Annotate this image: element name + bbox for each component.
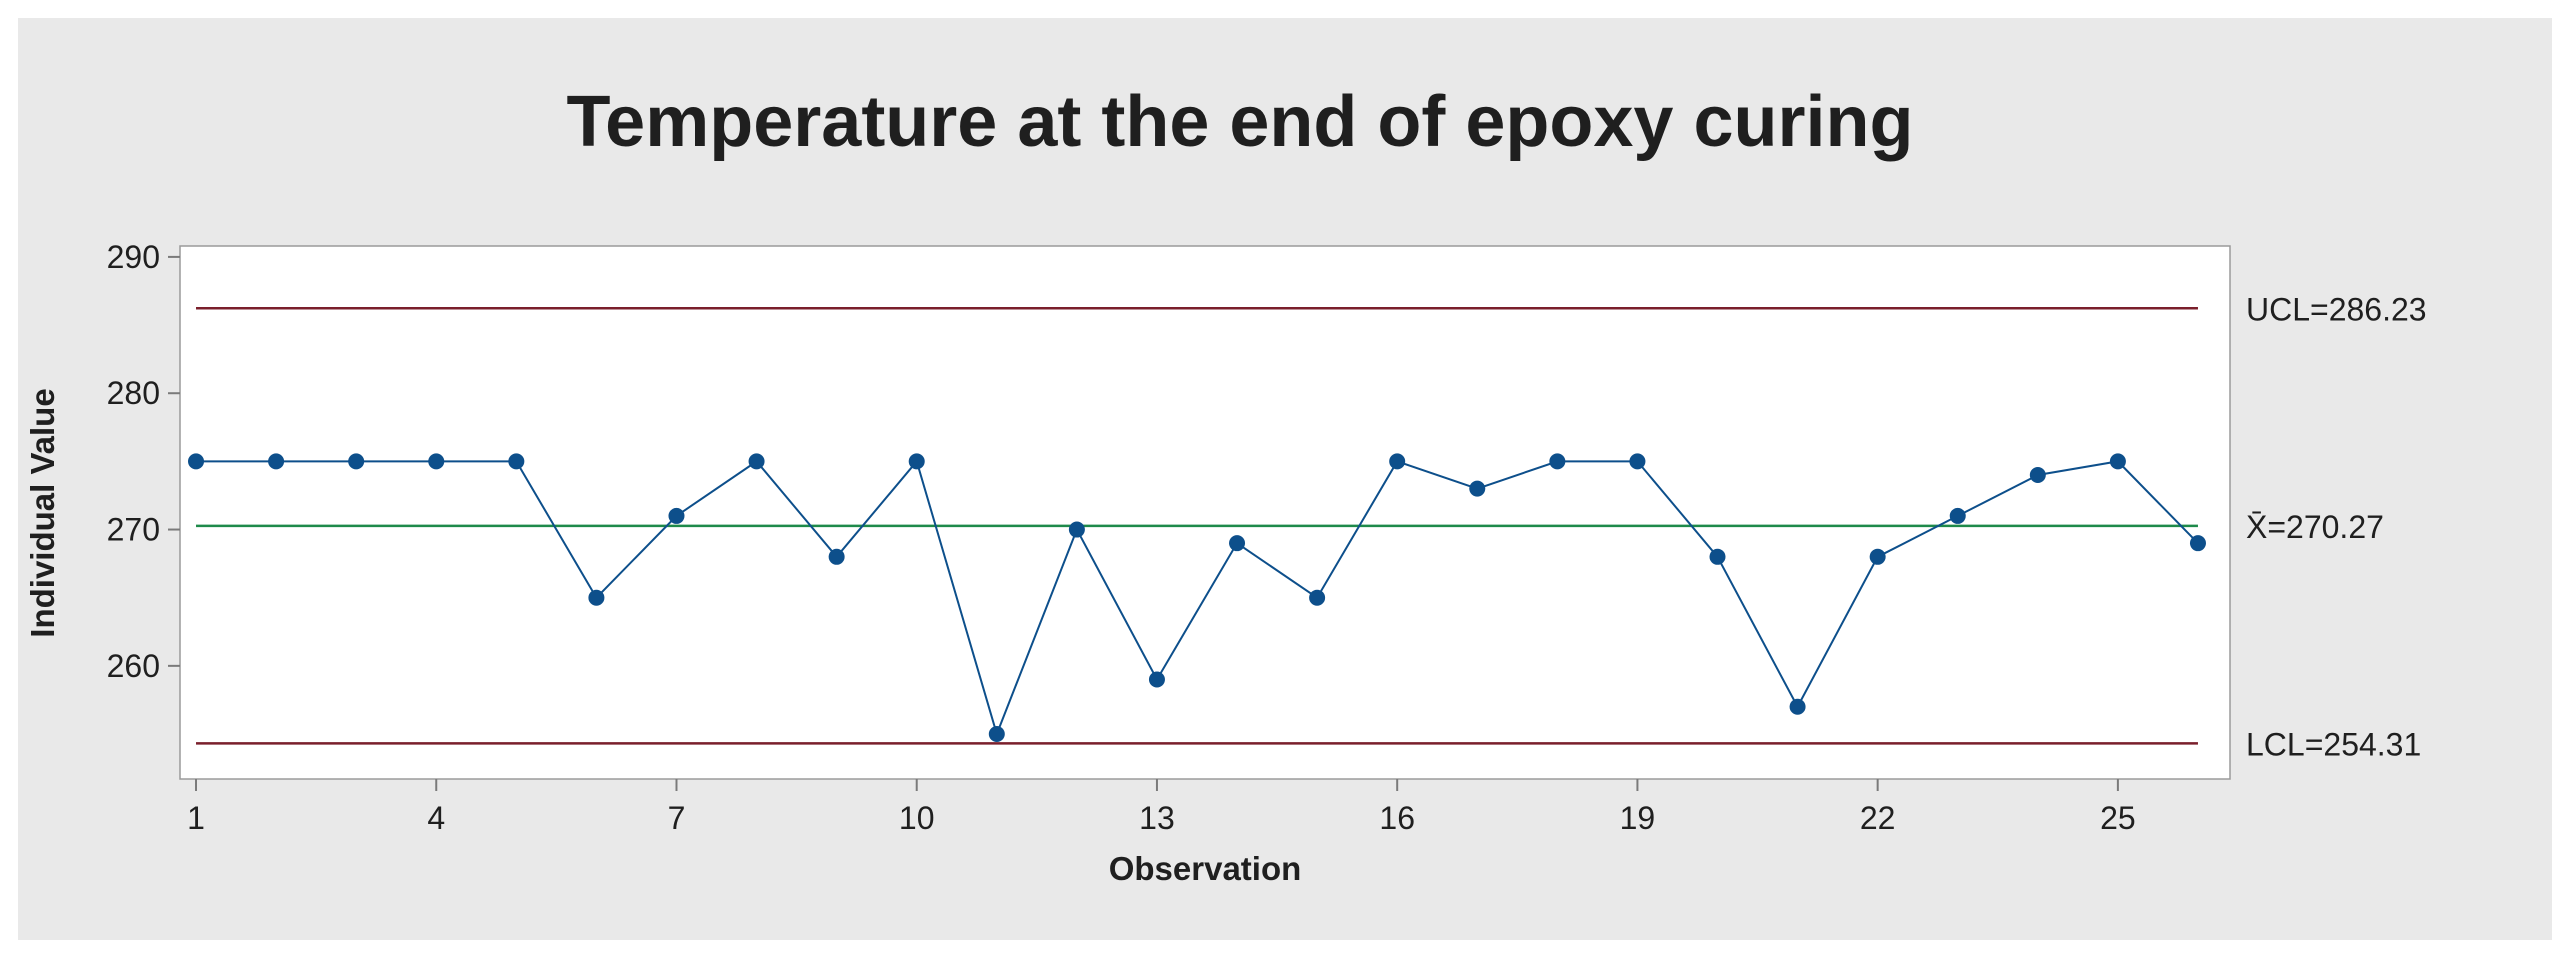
data-point: [588, 589, 605, 606]
y-tick-label: 270: [107, 512, 160, 548]
data-point: [1709, 548, 1726, 565]
x-tick-label: 19: [1620, 800, 1656, 836]
y-axis: 260 270 280 290: [107, 239, 180, 684]
data-point: [1148, 671, 1165, 688]
data-point: [188, 453, 205, 470]
x-tick-label: 22: [1860, 800, 1896, 836]
data-point: [1629, 453, 1646, 470]
data-points: [188, 453, 2206, 743]
y-axis-label: Individual Value: [24, 388, 61, 637]
data-point: [908, 453, 925, 470]
x-tick-label: 25: [2100, 800, 2136, 836]
y-tick-label: 280: [107, 375, 160, 411]
x-tick-label: 13: [1139, 800, 1175, 836]
x-axis-label: Observation: [1109, 850, 1302, 887]
data-point: [1789, 698, 1806, 715]
data-point: [1469, 480, 1486, 497]
data-point: [1549, 453, 1566, 470]
data-point: [1229, 535, 1246, 552]
data-point: [268, 453, 285, 470]
control-limit-lines: [196, 307, 2198, 745]
data-point: [348, 453, 365, 470]
data-point: [1869, 548, 1886, 565]
data-point: [2109, 453, 2126, 470]
chart-figure: Temperature at the end of epoxy curing 2…: [18, 18, 2552, 940]
data-point: [1389, 453, 1406, 470]
y-tick-label: 260: [107, 648, 160, 684]
data-point: [508, 453, 525, 470]
data-point: [828, 548, 845, 565]
control-limit-labels: UCL=286.23 X̄=270.27 LCL=254.31: [2246, 291, 2427, 762]
control-limit-label: UCL=286.23: [2246, 291, 2427, 327]
data-point: [1309, 589, 1326, 606]
x-tick-label: 4: [427, 800, 445, 836]
data-point: [1949, 507, 1966, 524]
x-tick-label: 1: [187, 800, 205, 836]
chart-title: Temperature at the end of epoxy curing: [567, 82, 1914, 162]
x-tick-label: 7: [668, 800, 686, 836]
x-tick-label: 16: [1379, 800, 1415, 836]
y-tick-label: 290: [107, 239, 160, 275]
data-point: [1068, 521, 1085, 538]
x-tick-label: 10: [899, 800, 935, 836]
control-limit-label: LCL=254.31: [2246, 726, 2421, 762]
data-point: [428, 453, 445, 470]
x-axis: 1 4 7 10 13 16 19 22 25: [187, 779, 2136, 836]
data-point: [2189, 535, 2206, 552]
chart-svg: Temperature at the end of epoxy curing 2…: [24, 82, 2427, 887]
data-point: [668, 507, 685, 524]
data-point: [748, 453, 765, 470]
control-limit-label: X̄=270.27: [2246, 509, 2384, 545]
series-polyline: [196, 459, 2199, 738]
plot-area: [179, 245, 2231, 780]
data-point: [988, 726, 1005, 743]
data-series-line: [196, 459, 2199, 738]
data-point: [2029, 467, 2046, 484]
